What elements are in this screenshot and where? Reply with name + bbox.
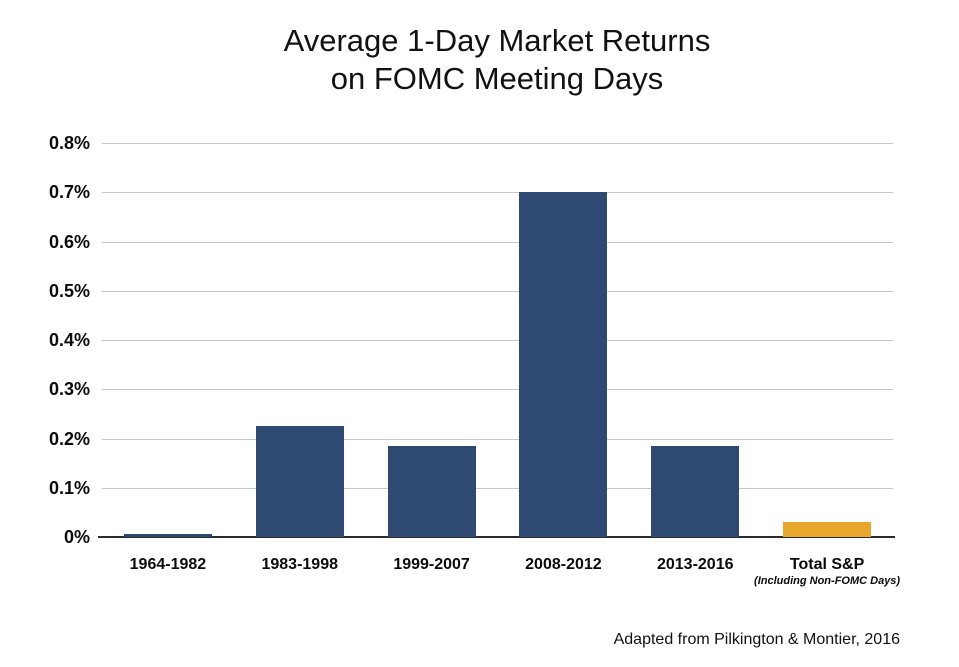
x-axis-category-label: 1983-1998	[261, 556, 338, 573]
bar-2008-2012	[519, 192, 608, 537]
gridline-0.5%	[102, 290, 893, 292]
y-axis-tick-label: 0.7%	[48, 182, 90, 203]
bar-1983-1998	[255, 426, 344, 537]
y-axis-tick-label: 0.4%	[48, 330, 90, 350]
gridline-0.4%	[102, 340, 893, 341]
x-axis-label-group: 1999-2007	[352, 555, 512, 574]
x-axis-label-group: 2008-2012	[483, 555, 643, 574]
x-axis-category-label: 1964-1982	[129, 556, 207, 573]
bar-2013-2016	[651, 446, 740, 537]
chart-title-line2: on FOMC Meeting Days	[330, 61, 664, 96]
x-axis-category-label: 2013-2016	[656, 556, 734, 573]
plot-area: 1964-1982 1983-1998 1999-2007 2008-2012 2013…	[98, 143, 900, 587]
chart-title: Average 1-Day Market Returns on FOMC Mee…	[35, 22, 959, 98]
x-axis-category-sublabel: (Including Non-FOMC Days)	[754, 575, 901, 587]
y-axis-tick-label: 0.5%	[48, 280, 90, 301]
gridline-0.1%	[102, 487, 893, 489]
x-axis-label-group: 2013-2016	[615, 555, 775, 574]
y-axis-tick-label: 0.8%	[48, 133, 90, 153]
x-axis-label-group: 1964-1982	[88, 555, 248, 574]
bar-1999-2007	[387, 446, 476, 537]
x-axis-label-group: 1983-1998	[220, 555, 380, 574]
y-axis-tick-label: 0%	[63, 527, 90, 547]
gridline-0.7%	[102, 192, 893, 194]
x-axis-category-label: 1999-2007	[393, 556, 470, 573]
gridline-0.8%	[102, 143, 893, 144]
x-axis-category-label: Total S&P	[789, 556, 865, 573]
gridline-0.3%	[102, 389, 893, 391]
gridline-0.6%	[102, 241, 893, 243]
y-axis-tick-label: 0.6%	[48, 231, 90, 252]
y-axis-tick-label: 0.3%	[48, 379, 90, 400]
bar-1964-1982	[123, 534, 212, 537]
chart-title-line1: Average 1-Day Market Returns	[283, 23, 711, 58]
attribution-text: Adapted from Pilkington & Montier, 2016	[613, 631, 900, 648]
gridline-0.2%	[102, 438, 893, 440]
bar-total-s-p	[783, 522, 872, 537]
y-axis-tick-label: 0.1%	[48, 477, 90, 498]
x-axis-line	[98, 536, 895, 538]
x-axis-category-label: 2008-2012	[525, 556, 602, 573]
y-axis-tick-label: 0.2%	[48, 428, 90, 449]
x-axis-label-group: Total S&P (Including Non-FOMC Days)	[747, 555, 907, 588]
